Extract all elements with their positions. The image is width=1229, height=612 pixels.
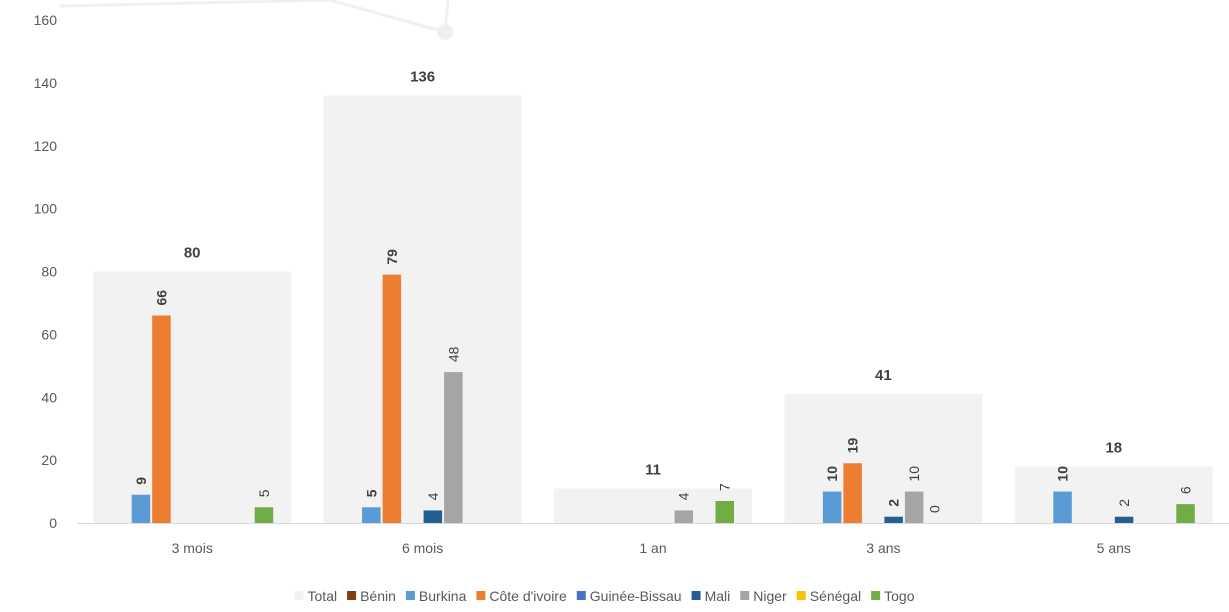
total-bars: 80 136 11 41 18 bbox=[93, 68, 1213, 523]
bar-data-label: 7 bbox=[717, 483, 733, 491]
y-tick-label: 0 bbox=[49, 515, 57, 531]
bar-c-te-d-ivoire bbox=[382, 274, 402, 523]
total-bar bbox=[784, 394, 983, 523]
bar-c-te-d-ivoire bbox=[843, 463, 862, 523]
y-tick-label: 40 bbox=[41, 389, 57, 405]
bar-data-label: 79 bbox=[384, 249, 400, 265]
x-axis: 3 mois 6 mois 1 an 3 ans 5 ans bbox=[172, 540, 1131, 556]
bar-data-label: 19 bbox=[845, 437, 861, 453]
total-data-label: 18 bbox=[1105, 439, 1122, 456]
legend-label: Sénégal bbox=[810, 588, 861, 604]
bar-niger bbox=[904, 491, 924, 523]
bar-data-label: 0 bbox=[927, 505, 943, 513]
bar-data-label: 48 bbox=[445, 346, 461, 362]
bar-burkina bbox=[1053, 491, 1072, 523]
legend-swatch bbox=[796, 591, 806, 600]
y-tick-label: 60 bbox=[41, 326, 57, 342]
y-tick-label: 160 bbox=[34, 12, 58, 28]
decorative-watermark-dot bbox=[437, 24, 453, 40]
y-tick-label: 140 bbox=[34, 75, 58, 91]
bar-togo bbox=[254, 507, 274, 523]
legend-swatch bbox=[347, 591, 357, 600]
legend-label: Total bbox=[308, 588, 338, 604]
total-data-label: 11 bbox=[645, 461, 661, 478]
bar-data-label: 6 bbox=[1178, 486, 1194, 494]
legend-swatch bbox=[294, 591, 304, 600]
bar-data-label: 10 bbox=[824, 466, 840, 482]
legend-swatch bbox=[691, 591, 701, 600]
bar-data-label: 10 bbox=[906, 466, 922, 482]
bar-data-label: 5 bbox=[256, 489, 272, 497]
x-category-label: 6 mois bbox=[402, 540, 443, 556]
total-bar bbox=[93, 271, 292, 523]
y-tick-label: 120 bbox=[34, 138, 58, 154]
legend-label: Niger bbox=[753, 588, 787, 604]
bar-data-label: 4 bbox=[676, 492, 692, 500]
bar-burkina bbox=[131, 494, 151, 523]
bar-data-label: 10 bbox=[1055, 466, 1071, 482]
legend-label: Bénin bbox=[360, 588, 396, 604]
legend-label: Togo bbox=[884, 588, 915, 604]
bar-burkina bbox=[822, 491, 842, 523]
bar-data-label: 2 bbox=[886, 499, 902, 507]
bar-mali bbox=[423, 510, 443, 523]
total-data-label: 136 bbox=[410, 68, 435, 85]
bar-data-label: 4 bbox=[425, 492, 441, 500]
bar-niger bbox=[444, 372, 463, 523]
legend-label: Burkina bbox=[419, 588, 467, 604]
bar-data-label: 2 bbox=[1116, 499, 1132, 507]
x-category-label: 3 mois bbox=[172, 540, 213, 556]
decorative-watermark-lines bbox=[59, 0, 450, 34]
y-axis: 0 20 40 60 80 100 120 140 160 bbox=[34, 12, 58, 531]
legend-swatch bbox=[740, 591, 750, 600]
bar-mali bbox=[884, 516, 903, 523]
y-tick-label: 20 bbox=[41, 452, 57, 468]
legend-label: Côte d'ivoire bbox=[489, 588, 567, 604]
bar-niger bbox=[674, 510, 693, 523]
total-data-label: 41 bbox=[875, 367, 892, 384]
y-tick-label: 80 bbox=[41, 264, 57, 280]
bar-mali bbox=[1114, 516, 1134, 523]
x-category-label: 3 ans bbox=[866, 540, 900, 556]
total-data-label: 80 bbox=[184, 245, 201, 262]
x-category-label: 1 an bbox=[639, 540, 666, 556]
legend-label: Mali bbox=[705, 588, 731, 604]
legend-swatch bbox=[405, 591, 415, 600]
bar-togo bbox=[1176, 504, 1195, 523]
y-tick-label: 100 bbox=[34, 201, 58, 217]
bar-data-label: 66 bbox=[153, 290, 169, 306]
bar-data-label: 5 bbox=[363, 489, 379, 497]
bar-togo bbox=[715, 500, 734, 523]
total-bar bbox=[323, 95, 522, 523]
legend-swatch bbox=[871, 591, 881, 600]
legend-swatch bbox=[576, 591, 586, 600]
legend: Total Bénin Burkina Côte d'ivoire Guinée-Bis… bbox=[294, 588, 915, 604]
bar-data-label: 9 bbox=[133, 477, 149, 485]
legend-label: Guinée-Bissau bbox=[590, 588, 682, 604]
bar-c-te-d-ivoire bbox=[152, 315, 171, 523]
legend-swatch bbox=[476, 591, 486, 600]
x-category-label: 5 ans bbox=[1097, 540, 1131, 556]
country-bars: 9 66 5 5 79 4 48 4 7 10 19 2 10 0 10 2 6 bbox=[131, 249, 1195, 523]
bar-burkina bbox=[362, 507, 381, 523]
